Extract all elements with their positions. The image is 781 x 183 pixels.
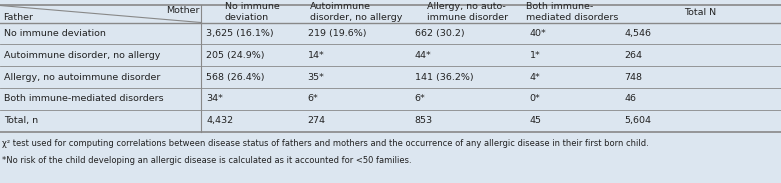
Text: 219 (19.6%): 219 (19.6%)	[308, 29, 366, 38]
Text: 4*: 4*	[530, 73, 540, 82]
Text: 44*: 44*	[415, 51, 431, 60]
Text: 40*: 40*	[530, 29, 546, 38]
Text: 141 (36.2%): 141 (36.2%)	[415, 73, 473, 82]
Text: 46: 46	[624, 94, 636, 104]
Text: Father: Father	[3, 13, 33, 22]
Text: χ² test used for computing correlations between disease status of fathers and mo: χ² test used for computing correlations …	[2, 139, 649, 148]
Text: 35*: 35*	[308, 73, 325, 82]
Text: *No risk of the child developing an allergic disease is calculated as it account: *No risk of the child developing an alle…	[2, 156, 412, 165]
Text: 4,432: 4,432	[206, 116, 234, 125]
Text: No immune deviation: No immune deviation	[4, 29, 105, 38]
Text: 34*: 34*	[206, 94, 223, 104]
Text: Total, n: Total, n	[4, 116, 38, 125]
Text: 205 (24.9%): 205 (24.9%)	[206, 51, 265, 60]
Text: Autoimmune
disorder, no allergy: Autoimmune disorder, no allergy	[310, 3, 403, 22]
Text: Both immune-mediated disorders: Both immune-mediated disorders	[4, 94, 163, 104]
Text: 1*: 1*	[530, 51, 540, 60]
Text: Autoimmune disorder, no allergy: Autoimmune disorder, no allergy	[4, 51, 160, 60]
Text: 853: 853	[415, 116, 433, 125]
Text: 274: 274	[308, 116, 326, 125]
Text: Total N: Total N	[684, 8, 716, 17]
Text: Allergy, no autoimmune disorder: Allergy, no autoimmune disorder	[4, 73, 160, 82]
Text: 3,625 (16.1%): 3,625 (16.1%)	[206, 29, 274, 38]
Text: 0*: 0*	[530, 94, 540, 104]
Text: No immune
deviation: No immune deviation	[225, 3, 280, 22]
Text: Mother: Mother	[166, 6, 199, 15]
Text: Allergy, no auto-
immune disorder: Allergy, no auto- immune disorder	[427, 3, 508, 22]
Text: 5,604: 5,604	[624, 116, 651, 125]
Text: 4,546: 4,546	[624, 29, 651, 38]
Text: 45: 45	[530, 116, 541, 125]
Text: 568 (26.4%): 568 (26.4%)	[206, 73, 265, 82]
Text: 6*: 6*	[415, 94, 426, 104]
Text: 14*: 14*	[308, 51, 324, 60]
Text: 6*: 6*	[308, 94, 319, 104]
Text: Both immune-
mediated disorders: Both immune- mediated disorders	[526, 3, 619, 22]
Text: 748: 748	[624, 73, 642, 82]
Text: 662 (30.2): 662 (30.2)	[415, 29, 465, 38]
Text: 264: 264	[624, 51, 642, 60]
